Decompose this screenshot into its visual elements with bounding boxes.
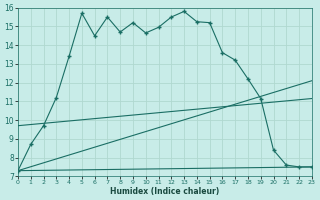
X-axis label: Humidex (Indice chaleur): Humidex (Indice chaleur) bbox=[110, 187, 220, 196]
